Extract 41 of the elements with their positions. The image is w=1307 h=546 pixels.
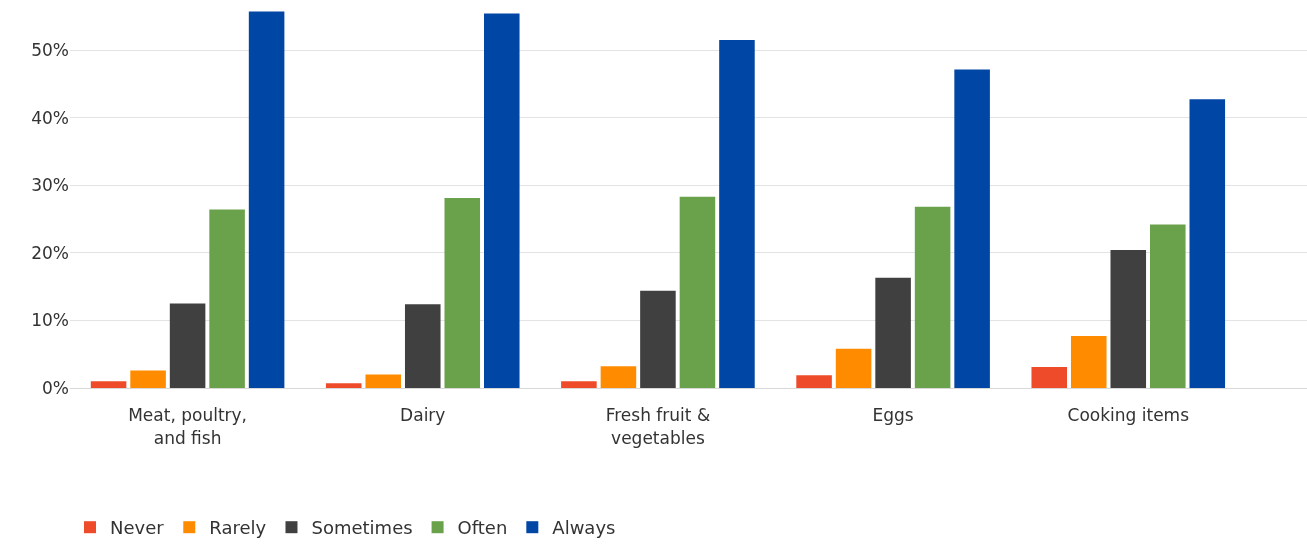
bar xyxy=(1189,99,1226,388)
x-tick-label: Dairy xyxy=(400,405,446,426)
bar xyxy=(954,69,990,388)
y-tick-label: 30% xyxy=(31,175,69,196)
bar xyxy=(248,11,285,388)
y-tick-label: 50% xyxy=(31,39,69,60)
y-tick-label: 40% xyxy=(31,107,69,128)
bar xyxy=(169,303,206,388)
legend-label: Never xyxy=(110,517,165,539)
y-tick-label: 0% xyxy=(42,377,69,398)
bar xyxy=(1070,335,1107,388)
bar xyxy=(90,381,127,388)
bar xyxy=(404,304,441,388)
bar xyxy=(561,381,597,388)
bar xyxy=(875,277,911,388)
bar xyxy=(1031,367,1068,388)
bar xyxy=(1150,224,1186,388)
bar xyxy=(600,366,637,388)
bar xyxy=(444,198,481,388)
bar xyxy=(325,383,362,388)
bar xyxy=(914,206,951,388)
x-tick-label: Meat, poultry, and fish xyxy=(128,405,247,448)
bar xyxy=(719,39,755,388)
bar xyxy=(209,209,245,388)
bar xyxy=(796,375,832,388)
bar xyxy=(130,370,166,388)
x-tick-label: Fresh fruit & vegetables xyxy=(605,405,711,448)
y-tick-label: 10% xyxy=(31,310,69,331)
bar xyxy=(835,348,872,388)
legend-label: Often xyxy=(457,517,508,539)
bar xyxy=(640,290,676,388)
legend-label: Always xyxy=(552,517,616,539)
bar xyxy=(484,13,520,388)
bar xyxy=(679,196,716,388)
legend-label: Sometimes xyxy=(311,517,413,539)
y-tick-label: 20% xyxy=(31,242,69,263)
bar xyxy=(365,374,402,388)
x-tick-label: Cooking items xyxy=(1067,405,1190,426)
x-tick-label: Eggs xyxy=(872,405,914,426)
bar xyxy=(1110,250,1147,388)
legend-label: Rarely xyxy=(209,517,267,539)
